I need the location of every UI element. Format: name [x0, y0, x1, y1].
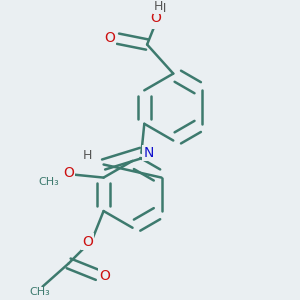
Text: H: H: [154, 0, 164, 13]
Text: O: O: [82, 235, 93, 249]
Text: O: O: [150, 11, 161, 25]
Text: H: H: [83, 149, 92, 162]
Text: CH₃: CH₃: [38, 177, 59, 187]
Text: O: O: [100, 269, 110, 284]
Text: O: O: [104, 31, 115, 45]
Text: N: N: [143, 146, 154, 160]
Text: O: O: [102, 30, 113, 44]
Text: CH₃: CH₃: [29, 287, 50, 298]
Text: H: H: [157, 2, 166, 15]
Text: O: O: [63, 166, 74, 180]
